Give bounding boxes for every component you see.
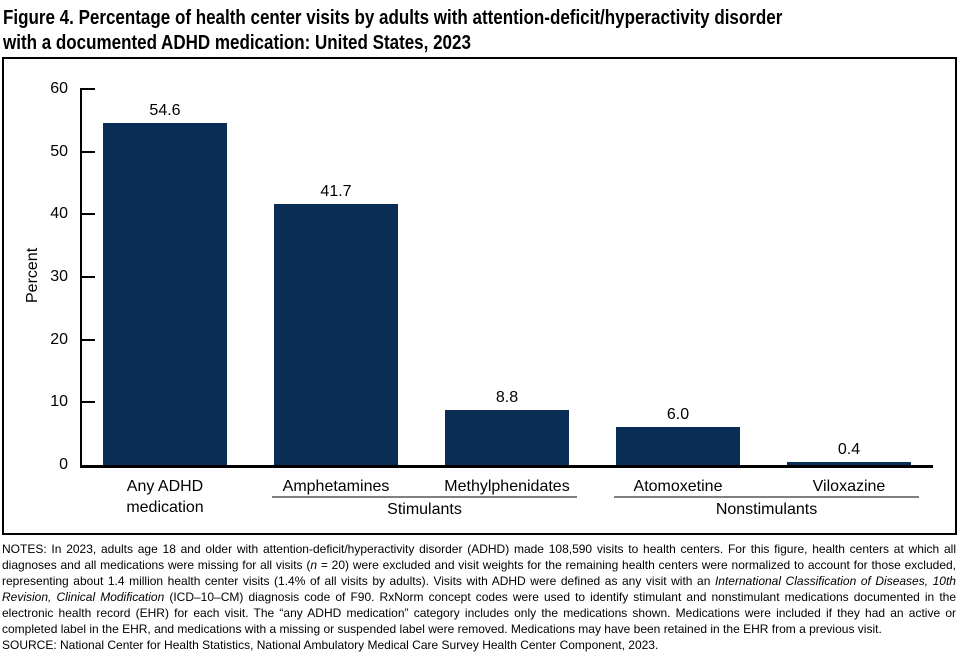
bar <box>616 427 740 465</box>
group-underline <box>272 496 577 498</box>
y-tick-label: 20 <box>50 331 68 348</box>
notes-paragraph: NOTES: In 2023, adults age 18 and older … <box>2 541 956 637</box>
figure-title-line2: with a documented ADHD medication: Unite… <box>3 32 471 54</box>
x-axis <box>80 465 933 468</box>
x-tick-label: Amphetamines <box>282 478 390 495</box>
y-tick-label: 10 <box>50 393 68 410</box>
y-axis-tick <box>80 151 95 153</box>
group-label: Stimulants <box>387 501 462 518</box>
y-axis-tick <box>80 88 95 90</box>
bar <box>445 410 569 465</box>
x-tick-label: Atomoxetine <box>633 478 723 495</box>
y-axis-tick <box>80 401 95 403</box>
bar-value-label: 0.4 <box>837 441 861 458</box>
y-axis <box>80 89 82 468</box>
notes-block: NOTES: In 2023, adults age 18 and older … <box>2 541 956 653</box>
figure-title: Figure 4. Percentage of health center vi… <box>3 6 782 56</box>
notes-segment: International Classification of Diseases… <box>2 574 956 604</box>
x-tick-label: Any ADHD medication <box>126 478 204 516</box>
y-tick-label: 30 <box>50 268 68 285</box>
y-tick-label: 0 <box>59 456 68 473</box>
bar-value-label: 6.0 <box>666 406 690 423</box>
y-tick-label: 40 <box>50 205 68 222</box>
y-axis-tick <box>80 339 95 341</box>
y-tick-label: 60 <box>50 80 68 97</box>
notes-segment: NOTES: In 2023, adults age 18 and older … <box>2 542 956 572</box>
bar-value-label: 8.8 <box>495 389 519 406</box>
x-tick-label: Viloxazine <box>812 478 886 495</box>
figure-title-line1: Figure 4. Percentage of health center vi… <box>3 7 783 29</box>
bar-value-label: 54.6 <box>149 102 181 119</box>
bar <box>787 462 911 465</box>
y-tick-label: 50 <box>50 143 68 160</box>
chart-frame: Percent 0 10 20 30 40 50 60 54.6 Any ADHD medica… <box>2 57 957 535</box>
notes-segment: n <box>310 558 318 572</box>
x-tick-label: Methylphenidates <box>444 478 570 495</box>
y-axis-tick <box>80 276 95 278</box>
y-axis-tick <box>80 213 95 215</box>
bar <box>103 123 227 465</box>
bar-value-label: 41.7 <box>320 183 352 200</box>
notes-segment: = 20) were excluded and visit weights fo… <box>2 558 957 588</box>
source-text: SOURCE: National Center for Health Stati… <box>2 638 659 652</box>
bar <box>274 204 398 465</box>
group-underline <box>614 496 919 498</box>
notes-segment: (ICD–10–CM) diagnosis code of F90. RxNor… <box>2 590 957 636</box>
group-label: Nonstimulants <box>715 501 818 518</box>
chart-plot: Percent 0 10 20 30 40 50 60 54.6 Any ADHD medica… <box>4 59 955 533</box>
